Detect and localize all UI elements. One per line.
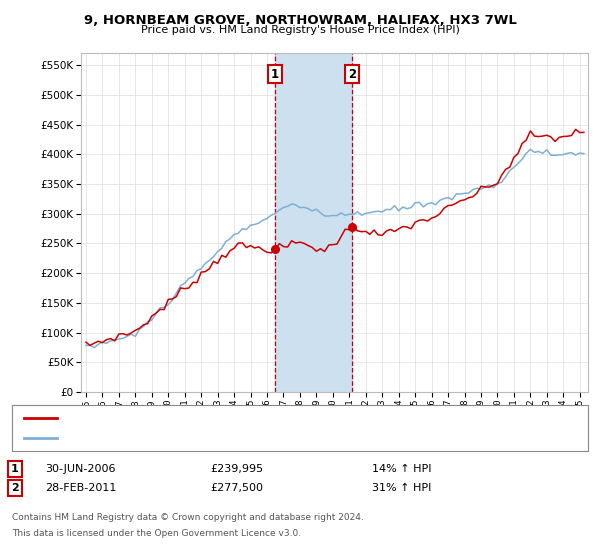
Text: 1: 1 — [271, 68, 280, 81]
Text: 28-FEB-2011: 28-FEB-2011 — [45, 483, 116, 493]
Text: 9, HORNBEAM GROVE, NORTHOWRAM, HALIFAX, HX3 7WL: 9, HORNBEAM GROVE, NORTHOWRAM, HALIFAX, … — [83, 14, 517, 27]
Bar — [275, 53, 352, 392]
Text: 2: 2 — [348, 68, 356, 81]
Text: Price paid vs. HM Land Registry's House Price Index (HPI): Price paid vs. HM Land Registry's House … — [140, 25, 460, 35]
Text: £277,500: £277,500 — [210, 483, 263, 493]
Text: HPI: Average price, detached house, Calderdale: HPI: Average price, detached house, Cald… — [60, 433, 309, 443]
Text: 30-JUN-2006: 30-JUN-2006 — [45, 464, 115, 474]
Text: £239,995: £239,995 — [210, 464, 263, 474]
Text: 1: 1 — [11, 464, 19, 474]
Text: 14% ↑ HPI: 14% ↑ HPI — [372, 464, 431, 474]
Text: This data is licensed under the Open Government Licence v3.0.: This data is licensed under the Open Gov… — [12, 529, 301, 538]
Text: 9, HORNBEAM GROVE, NORTHOWRAM, HALIFAX, HX3 7WL (detached house): 9, HORNBEAM GROVE, NORTHOWRAM, HALIFAX, … — [60, 413, 457, 423]
Text: 31% ↑ HPI: 31% ↑ HPI — [372, 483, 431, 493]
Text: Contains HM Land Registry data © Crown copyright and database right 2024.: Contains HM Land Registry data © Crown c… — [12, 514, 364, 522]
Text: 2: 2 — [11, 483, 19, 493]
